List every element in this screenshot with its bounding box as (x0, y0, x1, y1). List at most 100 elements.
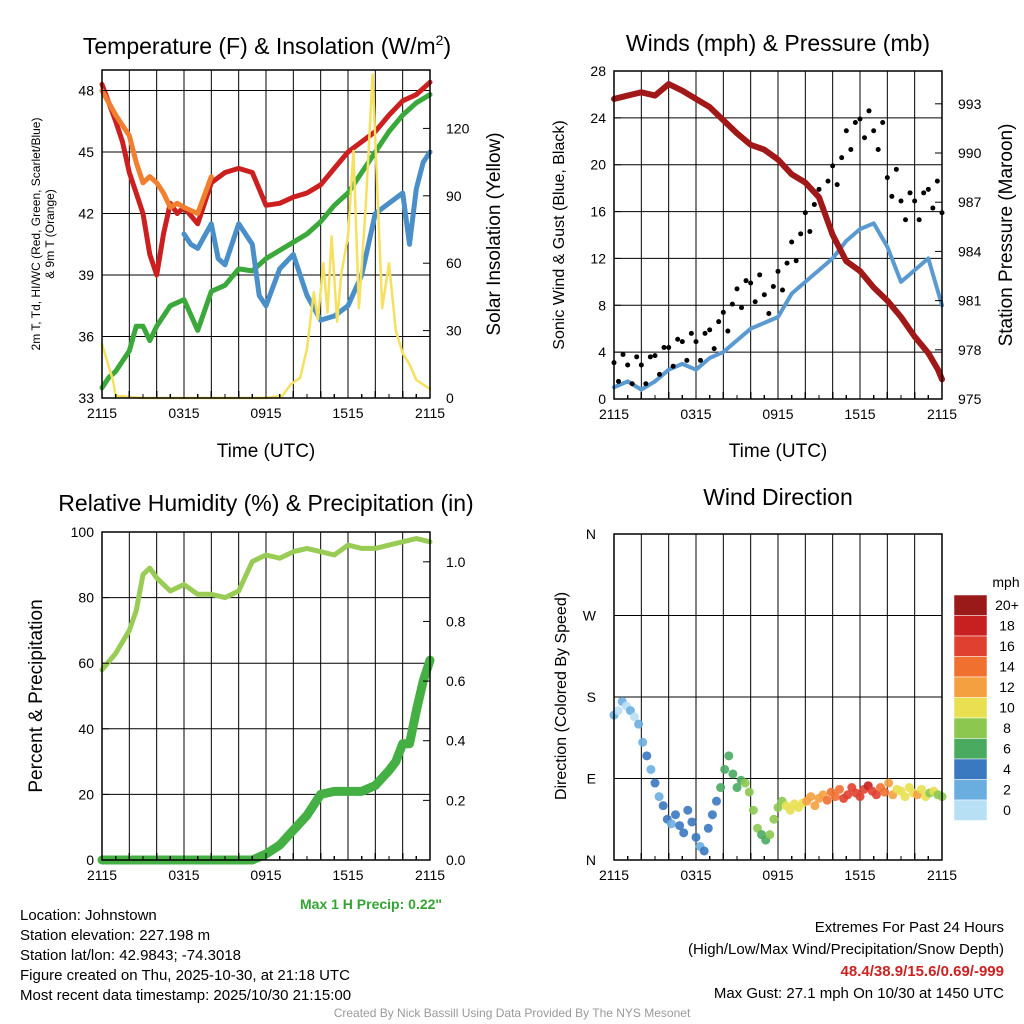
y2-tick-label: 990 (958, 145, 982, 161)
station-info: Location: Johnstown Station elevation: 2… (20, 906, 351, 1006)
gust-point (711, 346, 717, 352)
direction-point (740, 778, 750, 788)
x-tick-label: 0915 (762, 406, 793, 422)
direction-point (699, 846, 709, 856)
y-tick-label: 80 (78, 590, 94, 606)
series-temp (99, 79, 433, 278)
direction-point (716, 783, 726, 793)
x-tick-label: 1515 (844, 406, 875, 422)
series-windchill (181, 149, 433, 323)
y-tick-label: 24 (590, 110, 606, 126)
gust-point (848, 146, 854, 152)
x-tick-label: 0315 (168, 867, 199, 883)
gust-point (816, 186, 822, 192)
legend-label: 12 (999, 679, 1015, 695)
y-tick-label: E (587, 771, 596, 787)
y-tick-label: 39 (78, 267, 94, 283)
recent-text: Most recent data timestamp: 2025/10/30 2… (20, 987, 352, 1004)
direction-point (765, 830, 775, 840)
rh-y-axis-label: Percent & Precipitation (26, 599, 47, 792)
y2-tick-label: 0.0 (446, 852, 466, 868)
direction-point (728, 769, 738, 779)
direction-point (769, 814, 779, 824)
gust-point (852, 120, 858, 126)
gust-point (716, 319, 722, 325)
y-tick-label: 28 (590, 63, 606, 79)
rh-series (97, 536, 435, 865)
gust-point (739, 305, 745, 311)
gust-point (748, 280, 754, 286)
title-tail: ) (443, 33, 451, 59)
direction-point (900, 792, 910, 802)
series-rh (99, 536, 433, 673)
x-tick-label: 2115 (415, 867, 445, 883)
gust-point (657, 371, 663, 377)
direction-point (744, 787, 754, 797)
series-wind (612, 221, 944, 392)
gust-point (802, 210, 808, 216)
gust-point (862, 135, 868, 141)
y-tick-label: 42 (78, 206, 94, 222)
y-tick-label: 12 (590, 250, 606, 266)
latlon-text: Station lat/lon: 42.9843; -74.3018 (20, 947, 242, 964)
wind-chart-title: Winds (mph) & Pressure (mb) (626, 30, 930, 56)
y2-tick-label: 987 (958, 194, 982, 210)
y2-tick-label: 1.0 (446, 554, 466, 570)
gust-point (830, 163, 836, 169)
gust-point (661, 344, 667, 350)
gust-point (620, 351, 626, 357)
extremes-title: Extremes For Past 24 Hours (814, 919, 1004, 936)
x-tick-label: 0315 (680, 867, 711, 883)
wind-panel: Winds (mph) & Pressure (mb) 2115 0315 0915… (551, 30, 1017, 462)
y-tick-label: 16 (590, 204, 606, 220)
y-tick-label: 36 (78, 329, 94, 345)
gust-point (625, 362, 631, 368)
y2-tick-label: 30 (446, 323, 462, 339)
y-tick-label: W (583, 608, 597, 624)
gust-point (707, 327, 713, 333)
legend-label: 4 (1003, 761, 1011, 777)
temp-axes: 2115 0315 0915 1515 211533363942454803060901… (78, 83, 469, 422)
gust-point (907, 190, 913, 196)
gust-point (770, 284, 776, 290)
y2-tick-label: 0 (446, 390, 454, 406)
x-tick-label: 2115 (599, 867, 629, 883)
gust-point (688, 330, 694, 336)
legend-swatch (953, 758, 988, 780)
y2-tick-label: 0.8 (446, 613, 466, 629)
legend-swatch (953, 738, 988, 760)
direction-point (634, 719, 644, 729)
temp-chart-title: Temperature (F) & Insolation (W/m2) (83, 32, 451, 59)
gust-point (930, 205, 936, 211)
gust-point (903, 217, 909, 223)
y-tick-label: 0 (598, 391, 606, 407)
temp-x-axis-label: Time (UTC) (217, 441, 316, 462)
rh-grid (102, 531, 430, 861)
legend-label: 6 (1003, 741, 1011, 757)
x-tick-label: 2115 (927, 406, 957, 422)
legend-label: 16 (999, 638, 1015, 654)
x-tick-label: 1515 (332, 405, 363, 421)
extremes-info: Extremes For Past 24 Hours (High/Low/Max… (688, 917, 1004, 1005)
direction-point (810, 801, 820, 811)
wind-x-axis-label: Time (UTC) (729, 441, 828, 462)
temp-y-axis-label-2: & 9m T (Orange) (43, 189, 57, 279)
direction-point (679, 828, 689, 838)
gust-point (643, 381, 649, 387)
y-tick-label: 20 (78, 786, 94, 802)
gust-point (866, 108, 872, 114)
x-tick-label: 0315 (168, 405, 199, 421)
dir-y-axis-label: Direction (Colored By Speed) (553, 592, 570, 800)
legend-label: 8 (1003, 720, 1011, 736)
direction-point (712, 796, 721, 806)
legend-label: 10 (999, 700, 1015, 716)
legend-swatch (953, 635, 988, 657)
x-tick-label: 1515 (332, 867, 363, 883)
legend-label: 2 (1003, 782, 1011, 798)
y2-tick-label: 993 (958, 96, 982, 112)
gust-point (880, 120, 886, 126)
wind-y-axis-label: Sonic Wind & Gust (Blue, Black) (551, 120, 568, 349)
gust-point (616, 378, 622, 384)
gust-point (834, 182, 840, 188)
